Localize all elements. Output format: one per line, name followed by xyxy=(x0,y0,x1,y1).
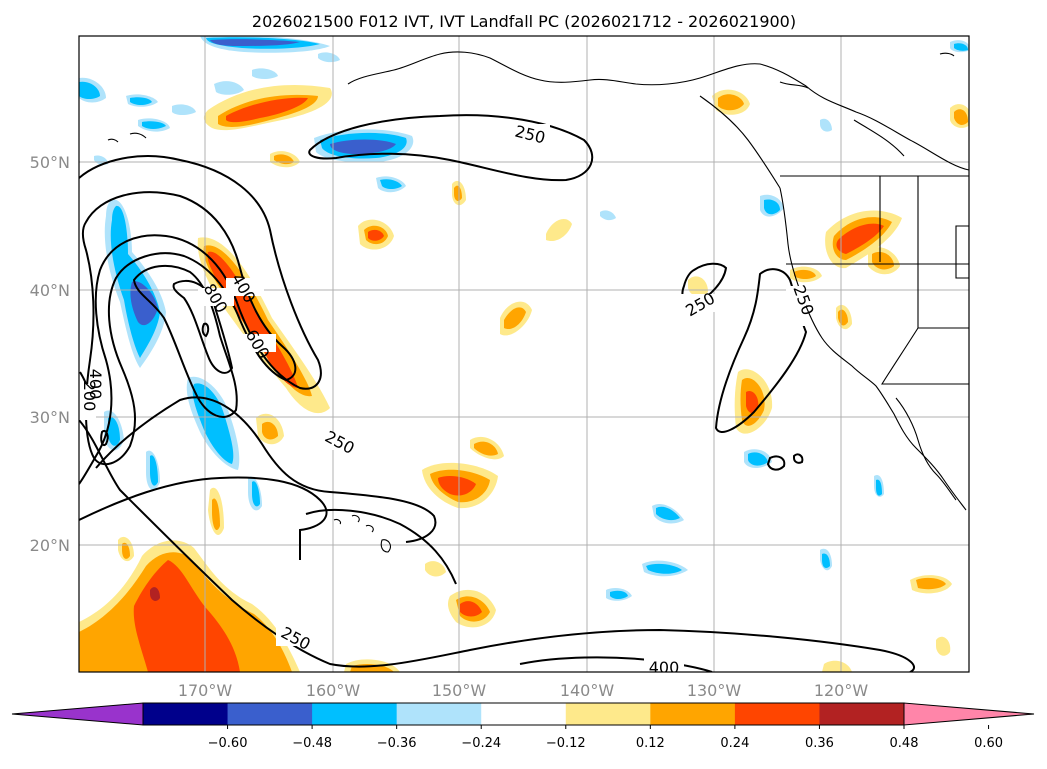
colorbar-extension-high xyxy=(903,702,1035,726)
colorbar-tick-label: 0.48 xyxy=(890,736,919,751)
colorbar-tick-label: 0.36 xyxy=(805,736,834,751)
colorbar-tick-label: −0.48 xyxy=(292,736,332,751)
negative-shading-strong xyxy=(130,39,396,326)
colorbar-tick-label: 0.24 xyxy=(720,736,749,751)
colorbar-segment xyxy=(565,703,651,725)
lon-label-170w: 170°W xyxy=(178,681,233,700)
colorbar-tick-label: −0.24 xyxy=(461,736,501,751)
colorbar-segment xyxy=(481,703,567,725)
lat-label-50n: 50°N xyxy=(30,153,70,172)
ivt-contours xyxy=(79,114,916,672)
colorbar-tick-label: 0.12 xyxy=(636,736,665,751)
colorbar: −0.60 −0.48 −0.36 −0.24 −0.12 0.12 0.24 0.36 0.4… xyxy=(11,702,1035,751)
colorbar-tick-label: −0.12 xyxy=(546,736,586,751)
colorbar-segment xyxy=(143,703,229,725)
colorbar-segment xyxy=(819,703,905,725)
map-content: 250 400 800 600 250 200 400 250 250 250 xyxy=(79,36,969,677)
lon-label-140w: 140°W xyxy=(560,681,615,700)
colorbar-tick-label: −0.60 xyxy=(208,736,248,751)
lat-label-20n: 20°N xyxy=(30,536,70,555)
map-title: 2026021500 F012 IVT, IVT Landfall PC (20… xyxy=(252,12,796,31)
colorbar-segment xyxy=(312,703,398,725)
colorbar-frame xyxy=(142,702,905,726)
colorbar-tick-label: 0.60 xyxy=(974,736,1003,751)
lon-label-130w: 130°W xyxy=(687,681,742,700)
latitude-labels: 50°N 40°N 30°N 20°N xyxy=(30,153,70,555)
contour-label-400-south: 400 xyxy=(649,658,680,677)
lon-label-120w: 120°W xyxy=(814,681,869,700)
lat-label-40n: 40°N xyxy=(30,281,70,300)
contour-label-400-edge: 400 xyxy=(86,369,105,400)
colorbar-extension-low xyxy=(11,702,144,726)
map-panel: 250 400 800 600 250 200 400 250 250 250 xyxy=(78,35,970,677)
colorbar-segment xyxy=(734,703,820,725)
lat-label-30n: 30°N xyxy=(30,408,70,427)
ivt-pc-shading xyxy=(79,36,969,672)
coastlines xyxy=(107,51,969,553)
colorbar-segment xyxy=(227,703,313,725)
lon-label-150w: 150°W xyxy=(432,681,487,700)
map-frame xyxy=(78,35,970,673)
colorbar-segment xyxy=(650,703,736,725)
lon-label-160w: 160°W xyxy=(306,681,361,700)
longitude-labels: 170°W 160°W 150°W 140°W 130°W 120°W xyxy=(178,681,869,700)
colorbar-segment xyxy=(396,703,482,725)
colorbar-tick-label: −0.36 xyxy=(377,736,417,751)
contour-label-200: 200 xyxy=(80,381,99,412)
positive-shading-max xyxy=(150,587,160,601)
